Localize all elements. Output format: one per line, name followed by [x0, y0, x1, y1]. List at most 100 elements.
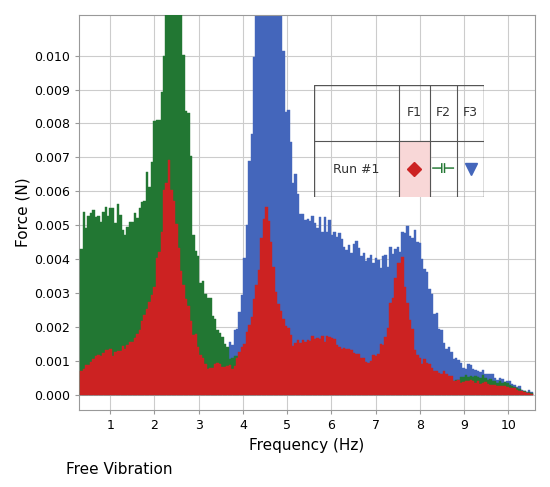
Bar — [299, 343, 302, 394]
Bar — [217, 363, 219, 394]
Bar — [192, 332, 195, 394]
Bar — [518, 386, 521, 394]
Bar — [170, 190, 173, 394]
Bar — [92, 359, 95, 394]
Bar — [318, 384, 321, 394]
Bar — [109, 343, 112, 394]
Bar — [236, 358, 238, 394]
Text: F1: F1 — [407, 106, 422, 119]
Bar — [392, 298, 394, 394]
Bar — [158, 119, 161, 394]
Bar — [372, 355, 375, 394]
Bar — [197, 348, 200, 394]
Bar — [467, 376, 470, 394]
Bar — [161, 293, 163, 394]
Bar — [217, 356, 219, 394]
Bar — [289, 335, 292, 394]
Bar — [399, 387, 402, 394]
Bar — [404, 233, 406, 394]
Bar — [492, 386, 494, 394]
Bar — [358, 392, 360, 394]
Bar — [487, 375, 489, 394]
Bar — [377, 260, 379, 394]
Bar — [241, 295, 243, 394]
Bar — [195, 340, 197, 394]
Bar — [221, 356, 224, 394]
Bar — [318, 339, 321, 394]
Bar — [107, 343, 109, 394]
Bar — [214, 360, 217, 394]
Text: F2: F2 — [436, 106, 451, 119]
Bar — [397, 247, 399, 394]
Bar — [124, 348, 126, 394]
Bar — [450, 376, 453, 394]
Bar — [124, 235, 126, 394]
Bar — [499, 386, 501, 394]
Bar — [336, 345, 338, 394]
Bar — [526, 393, 528, 394]
Bar — [268, 0, 270, 394]
Bar — [280, 0, 282, 394]
Bar — [153, 287, 156, 394]
Bar — [153, 318, 156, 394]
Bar — [299, 381, 302, 394]
Bar — [514, 388, 516, 394]
Bar — [148, 302, 151, 394]
Bar — [280, 311, 282, 394]
Text: Run #1: Run #1 — [333, 163, 380, 175]
Bar — [92, 210, 95, 394]
Bar — [314, 338, 316, 394]
Bar — [209, 361, 212, 394]
Bar — [197, 257, 200, 394]
Bar — [365, 362, 367, 394]
Bar — [382, 390, 384, 394]
Bar — [387, 388, 389, 394]
Bar — [475, 376, 477, 394]
Bar — [114, 223, 117, 394]
Bar — [494, 385, 497, 394]
Bar — [333, 338, 336, 394]
Bar — [530, 393, 533, 394]
Bar — [117, 204, 119, 394]
Bar — [255, 285, 258, 394]
Bar — [414, 230, 416, 394]
Bar — [465, 375, 467, 394]
Bar — [209, 368, 212, 394]
Bar — [350, 391, 353, 394]
Bar — [458, 380, 460, 394]
Bar — [379, 390, 382, 394]
Bar — [340, 384, 343, 394]
Bar — [350, 253, 353, 394]
Bar — [336, 384, 338, 394]
Bar — [384, 390, 387, 394]
Bar — [526, 392, 528, 394]
Bar — [419, 243, 421, 394]
Bar — [151, 295, 153, 394]
Bar — [204, 354, 207, 394]
Bar — [314, 387, 316, 394]
Bar — [487, 384, 489, 394]
Bar — [87, 216, 90, 394]
Bar — [161, 231, 163, 394]
Bar — [446, 374, 448, 394]
Bar — [455, 357, 458, 394]
Bar — [453, 380, 455, 394]
Bar — [309, 389, 311, 394]
Bar — [443, 372, 446, 394]
Bar — [185, 111, 188, 394]
Bar — [528, 392, 530, 394]
Bar — [521, 390, 523, 394]
Bar — [492, 381, 494, 394]
Bar — [134, 338, 136, 394]
Bar — [323, 383, 326, 394]
Bar — [326, 383, 328, 394]
Bar — [506, 387, 509, 394]
Bar — [231, 345, 234, 394]
Bar — [523, 391, 526, 394]
Bar — [112, 356, 114, 394]
Bar — [409, 320, 411, 394]
Bar — [480, 384, 482, 394]
Bar — [153, 121, 156, 394]
Bar — [173, 0, 175, 394]
Bar — [406, 389, 409, 394]
